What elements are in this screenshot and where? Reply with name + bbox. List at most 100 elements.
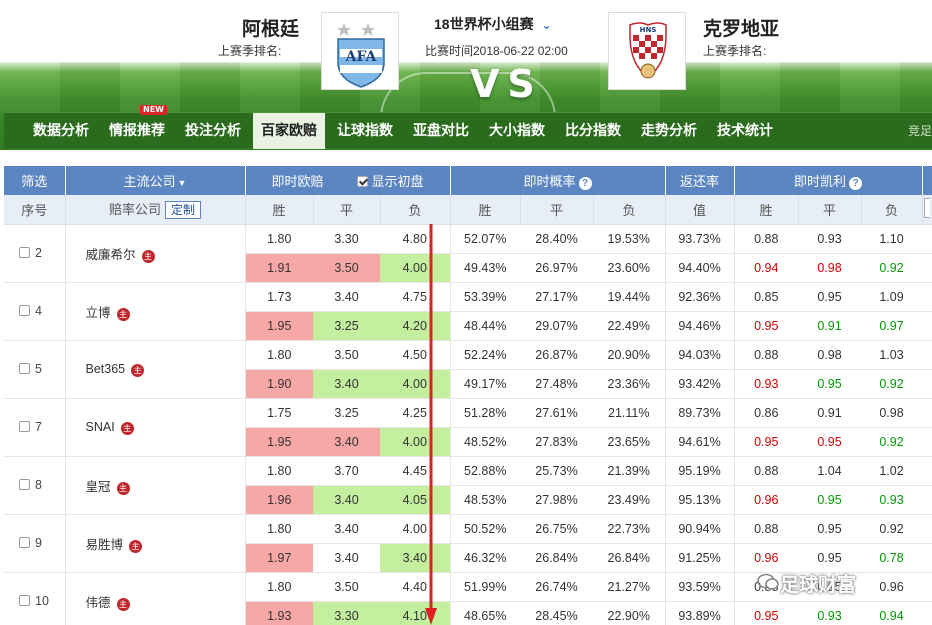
croatia-crest-icon[interactable]: HNS bbox=[608, 12, 686, 90]
live-odds-win[interactable]: 1.95 bbox=[245, 427, 313, 457]
live-kelly-loss: 0.92 bbox=[861, 253, 923, 283]
row-checkbox[interactable] bbox=[19, 479, 30, 490]
row-select[interactable]: 9 bbox=[4, 514, 66, 573]
tab-over-under[interactable]: 大小指数 bbox=[489, 122, 545, 139]
row-edge bbox=[922, 282, 932, 312]
tab-bet-analysis[interactable]: 投注分析 bbox=[185, 122, 241, 139]
company-cell[interactable]: 易胜博主 bbox=[65, 514, 246, 573]
company-name[interactable]: Bet365 bbox=[85, 361, 126, 376]
header-edge bbox=[922, 166, 932, 195]
row-index: 4 bbox=[35, 304, 42, 318]
live-kelly-draw: 0.93 bbox=[798, 601, 862, 625]
away-team-name[interactable]: 克罗地亚 bbox=[703, 18, 780, 40]
row-edge bbox=[922, 543, 932, 573]
row-checkbox[interactable] bbox=[19, 305, 30, 316]
row-checkbox[interactable] bbox=[19, 421, 30, 432]
live-odds-draw[interactable]: 3.40 bbox=[313, 543, 380, 573]
live-odds-draw[interactable]: 3.40 bbox=[313, 485, 380, 515]
tab-handicap-index[interactable]: 让球指数 bbox=[337, 122, 393, 139]
company-name[interactable]: 皇冠 bbox=[85, 479, 111, 494]
company-cell[interactable]: 皇冠主 bbox=[65, 456, 246, 515]
home-team-name[interactable]: 阿根廷 bbox=[242, 18, 300, 40]
live-odds-loss[interactable]: 4.00 bbox=[380, 369, 451, 399]
show-initial-checkbox[interactable] bbox=[356, 176, 368, 187]
initial-prob-draw: 27.17% bbox=[520, 282, 593, 312]
live-odds-loss[interactable]: 4.00 bbox=[380, 253, 451, 283]
live-odds-loss[interactable]: 4.05 bbox=[380, 485, 451, 515]
row-select[interactable]: 2 bbox=[4, 224, 66, 283]
live-return-rate: 93.89% bbox=[665, 601, 735, 625]
company-name[interactable]: 易胜博 bbox=[85, 537, 124, 552]
row-select[interactable]: 8 bbox=[4, 456, 66, 515]
initial-prob-draw: 26.87% bbox=[520, 340, 593, 370]
row-checkbox[interactable] bbox=[19, 537, 30, 548]
initial-odds-loss: 4.45 bbox=[380, 456, 451, 486]
odds-loss-header: 负 bbox=[380, 195, 451, 225]
company-cell[interactable]: 立博主 bbox=[65, 282, 246, 341]
tab-tech-stats[interactable]: 技术统计 bbox=[717, 122, 773, 139]
live-odds-header: 即时欧赔 显示初盘 bbox=[245, 166, 451, 195]
company-cell[interactable]: 威廉希尔主 bbox=[65, 224, 246, 283]
kelly-draw-header: 平 bbox=[798, 195, 862, 225]
live-kelly-win: 0.93 bbox=[734, 369, 799, 399]
company-name[interactable]: 立博 bbox=[85, 305, 111, 320]
tab-trend[interactable]: 走势分析 bbox=[641, 122, 697, 139]
live-odds-loss[interactable]: 3.40 bbox=[380, 543, 451, 573]
tab-score-index[interactable]: 比分指数 bbox=[565, 122, 621, 139]
tab-asian-compare[interactable]: 亚盘对比 bbox=[413, 122, 469, 139]
initial-prob-draw: 27.61% bbox=[520, 398, 593, 428]
row-checkbox[interactable] bbox=[19, 595, 30, 606]
argentina-crest-icon[interactable]: AFA bbox=[321, 12, 399, 90]
company-cell[interactable]: SNAI 主 bbox=[65, 398, 246, 457]
live-odds-loss[interactable]: 4.00 bbox=[380, 427, 451, 457]
live-odds-draw[interactable]: 3.40 bbox=[313, 427, 380, 457]
live-odds-loss[interactable]: 4.20 bbox=[380, 311, 451, 341]
live-odds-draw[interactable]: 3.30 bbox=[313, 601, 380, 625]
live-odds-loss[interactable]: 4.10 bbox=[380, 601, 451, 625]
row-index: 9 bbox=[35, 536, 42, 550]
row-select[interactable]: 5 bbox=[4, 340, 66, 399]
company-name[interactable]: 伟德 bbox=[85, 595, 111, 610]
row-select[interactable]: 7 bbox=[4, 398, 66, 457]
initial-kelly-loss: 0.92 bbox=[861, 514, 923, 544]
live-odds-draw[interactable]: 3.25 bbox=[313, 311, 380, 341]
live-odds-win[interactable]: 1.97 bbox=[245, 543, 313, 573]
help-icon[interactable]: ? bbox=[578, 177, 592, 190]
live-odds-win[interactable]: 1.96 bbox=[245, 485, 313, 515]
tab-more[interactable]: 竞足 bbox=[907, 124, 932, 138]
live-kelly-win: 0.95 bbox=[734, 601, 799, 625]
row-checkbox[interactable] bbox=[19, 247, 30, 258]
row-edge bbox=[922, 456, 932, 486]
live-kelly-loss: 0.94 bbox=[861, 601, 923, 625]
main-company-dropdown[interactable]: 主流公司 ▼ bbox=[65, 166, 246, 195]
company-cell[interactable]: 伟德主 bbox=[65, 572, 246, 625]
company-cell[interactable]: Bet365 主 bbox=[65, 340, 246, 399]
row-select[interactable]: 10 bbox=[4, 572, 66, 625]
live-odds-draw[interactable]: 3.40 bbox=[313, 369, 380, 399]
match-time: 比赛时间2018-06-22 02:00 bbox=[425, 44, 568, 58]
competition-selector[interactable]: 18世界杯小组赛 ⌄ bbox=[434, 14, 552, 34]
scroll-handle[interactable] bbox=[924, 197, 931, 218]
home-crest-text: AFA bbox=[345, 49, 378, 65]
live-odds-win[interactable]: 1.90 bbox=[245, 369, 313, 399]
help-icon[interactable]: ? bbox=[849, 177, 863, 190]
row-edge bbox=[922, 340, 932, 370]
tab-intel[interactable]: 情报推荐 NEW bbox=[109, 104, 167, 139]
initial-kelly-draw: 0.93 bbox=[798, 224, 862, 254]
live-odds-win[interactable]: 1.93 bbox=[245, 601, 313, 625]
company-name[interactable]: SNAI bbox=[85, 419, 115, 434]
odds-win-header: 胜 bbox=[245, 195, 314, 225]
return-rate-header: 返还率 bbox=[665, 166, 735, 195]
live-odds-win[interactable]: 1.91 bbox=[245, 253, 313, 283]
live-odds-draw[interactable]: 3.50 bbox=[313, 253, 380, 283]
company-name[interactable]: 威廉希尔 bbox=[85, 247, 136, 262]
row-index: 10 bbox=[35, 594, 49, 608]
tab-data-analysis[interactable]: 数据分析 bbox=[33, 122, 89, 139]
initial-odds-win: 1.73 bbox=[245, 282, 313, 312]
custom-button[interactable]: 定制 bbox=[165, 201, 202, 220]
main-nav: 数据分析 情报推荐 NEW 投注分析 百家欧赔 让球指数 亚盘对比 大小指数 比分… bbox=[4, 104, 932, 149]
row-checkbox[interactable] bbox=[19, 363, 30, 374]
tab-european-odds[interactable]: 百家欧赔 bbox=[253, 112, 325, 149]
live-odds-win[interactable]: 1.95 bbox=[245, 311, 313, 341]
row-select[interactable]: 4 bbox=[4, 282, 66, 341]
